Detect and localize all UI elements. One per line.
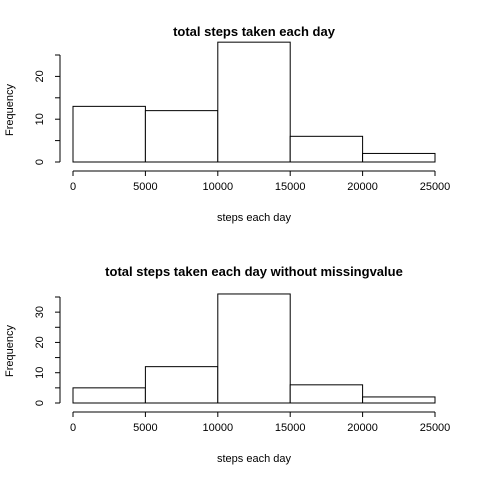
histogram-bar <box>72 105 146 163</box>
histogram-panel-2: total steps taken each day without missi… <box>4 264 450 465</box>
histogram-bar <box>289 135 364 163</box>
histogram-bar <box>144 110 219 163</box>
x-tick-label: 15000 <box>275 181 306 193</box>
y-tick-label: 10 <box>34 367 46 379</box>
x-tick-label: 5000 <box>133 422 157 434</box>
y-tick-label: 20 <box>34 70 46 82</box>
x-axis-label: steps each day <box>217 212 291 224</box>
x-tick-label: 0 <box>70 181 76 193</box>
y-axis-label: Frequency <box>4 325 16 377</box>
x-tick-label: 20000 <box>347 181 378 193</box>
x-axis-label: steps each day <box>217 453 291 465</box>
histogram-bar <box>289 384 364 404</box>
x-tick-label: 25000 <box>420 181 451 193</box>
x-tick-label: 10000 <box>203 422 234 434</box>
x-tick-label: 15000 <box>275 422 306 434</box>
chart-title: total steps taken each day <box>173 24 336 39</box>
histogram-panel-1: total steps taken each day steps each da… <box>4 24 450 224</box>
x-tick-label: 0 <box>70 422 76 434</box>
y-tick-label: 20 <box>34 336 46 348</box>
y-tick-label: 0 <box>34 400 46 406</box>
x-tick-label: 20000 <box>347 422 378 434</box>
histogram-bar <box>144 366 219 404</box>
histogram-bar <box>362 396 436 404</box>
histogram-bar <box>72 387 146 404</box>
y-tick-label: 10 <box>34 113 46 125</box>
chart-title: total steps taken each day without missi… <box>105 264 403 279</box>
y-axis-label: Frequency <box>4 84 16 136</box>
x-tick-label: 5000 <box>133 181 157 193</box>
histogram-bar <box>217 293 291 404</box>
histogram-bar <box>362 152 436 163</box>
x-tick-label: 10000 <box>203 181 234 193</box>
y-tick-label: 30 <box>34 306 46 318</box>
y-tick-label: 0 <box>34 159 46 165</box>
histogram-bar <box>217 41 291 163</box>
x-tick-label: 25000 <box>420 422 451 434</box>
